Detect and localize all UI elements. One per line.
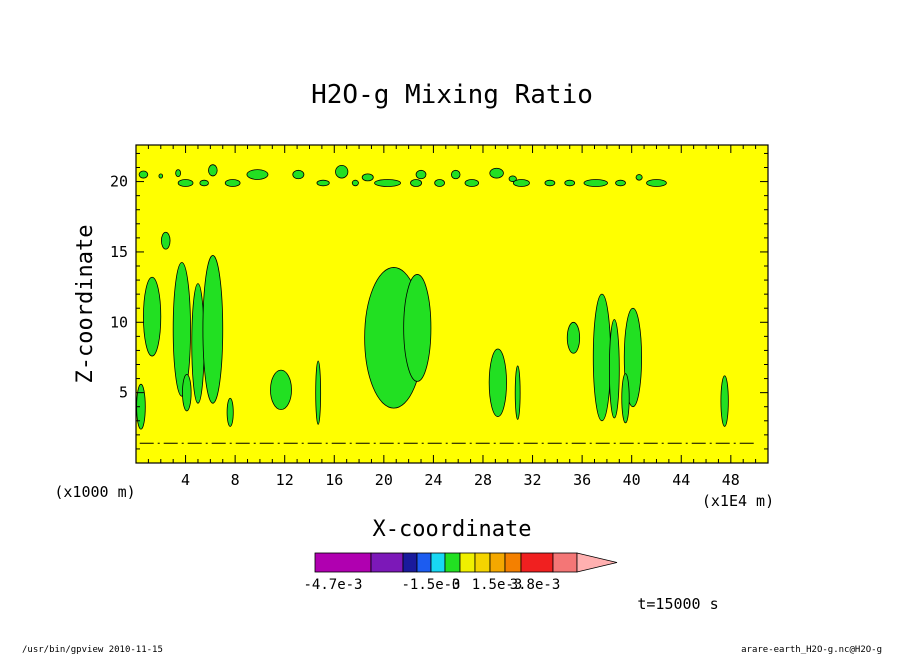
x-axis: 4 8 12 16 20 24 28 32 36 40 44 48: [147, 145, 757, 489]
contour-region: [415, 169, 427, 180]
contour-region: [224, 179, 241, 187]
x-tick-label: 12: [276, 471, 294, 489]
x-tick-label: 4: [181, 471, 190, 489]
colorbar-label: -4.7e-3: [303, 577, 362, 593]
colorbar-segment: [489, 552, 506, 573]
x-unit-right: (x1E4 m): [702, 492, 774, 510]
contour-region: [172, 262, 191, 397]
y-tick-label: 15: [110, 243, 128, 261]
contour-region: [621, 373, 630, 424]
colorbar: -4.7e-3 -1.5e-30 1.5e-33.8e-3: [303, 552, 618, 593]
plot-background: [136, 145, 768, 463]
contour-region: [508, 175, 517, 182]
x-tick-label: 16: [325, 471, 343, 489]
contour-region: [208, 164, 218, 177]
contour-region: [566, 321, 581, 354]
footer-left: /usr/bin/gpview 2010-11-15: [22, 645, 163, 654]
contour-region: [403, 274, 432, 382]
contour-region: [143, 276, 162, 357]
contour-region: [351, 179, 359, 187]
contour-region: [464, 179, 480, 187]
colorbar-label: 3.8e-3: [510, 577, 561, 593]
chart-title: H2O-g Mixing Ratio: [311, 80, 593, 110]
contour-region: [226, 397, 234, 427]
contour-region: [202, 255, 224, 404]
colorbar-label: 1.5e-3: [472, 577, 523, 593]
y-tick-label: 5: [119, 384, 128, 402]
contour-region: [720, 375, 729, 427]
contour-region: [544, 179, 556, 187]
colorbar-segment: [416, 552, 432, 573]
colorbar-segment: [520, 552, 554, 573]
contour-region: [488, 348, 507, 417]
x-tick-label: 36: [573, 471, 591, 489]
contour-region: [138, 170, 149, 179]
contour-region: [182, 373, 192, 412]
contour-region: [335, 165, 349, 179]
contour-region: [374, 179, 401, 187]
contour-region: [316, 179, 330, 187]
colorbar-label: 0: [452, 577, 460, 593]
footer-right: arare-earth_H2O-g.nc@H2O-g: [741, 645, 882, 654]
y-axis: 5 10 15 20: [110, 152, 768, 450]
colorbar-segment: [504, 552, 522, 573]
contour-regions: [136, 164, 729, 430]
y-axis-label: Z-coordinate: [73, 225, 98, 384]
x-tick-label: 20: [375, 471, 393, 489]
contour-region: [514, 365, 521, 420]
contour-region: [489, 167, 504, 179]
colorbar-segment: [314, 552, 372, 573]
colorbar-label: -1.5e-3: [401, 577, 460, 593]
y-tick-label: 20: [110, 173, 128, 191]
contour-region: [564, 179, 576, 187]
contour-region: [161, 231, 171, 250]
contour-region: [635, 174, 643, 181]
contour-region: [158, 173, 164, 179]
colorbar-segment: [444, 552, 461, 573]
plot-area: [135, 144, 769, 464]
colorbar-segment: [459, 552, 476, 573]
x-tick-label: 8: [231, 471, 240, 489]
colorbar-segment: [552, 552, 578, 573]
contour-region: [315, 360, 322, 425]
x-tick-label: 40: [623, 471, 641, 489]
colorbar-extend-arrow: [576, 552, 618, 573]
contour-region: [177, 179, 194, 187]
contour-region: [410, 179, 423, 187]
contour-region: [608, 319, 620, 419]
contour-region: [361, 173, 374, 182]
contour-region: [270, 369, 292, 410]
colorbar-segment: [370, 552, 404, 573]
contour-region: [512, 179, 530, 187]
x-tick-label: 32: [524, 471, 542, 489]
y-tick-label: 10: [110, 313, 128, 331]
x-tick-label: 44: [672, 471, 690, 489]
colorbar-segment: [474, 552, 491, 573]
contour-region: [646, 179, 667, 187]
contour-region: [191, 283, 205, 404]
contour-region: [615, 179, 626, 187]
colorbar-segment: [402, 552, 418, 573]
contour-region: [175, 169, 182, 178]
colorbar-segment: [430, 552, 446, 573]
plot-frame: [135, 144, 769, 464]
contour-region: [583, 179, 608, 187]
contour-region: [434, 179, 445, 187]
x-tick-label: 28: [474, 471, 492, 489]
contour-region: [246, 169, 269, 180]
contour-region: [199, 179, 209, 187]
x-tick-label: 24: [424, 471, 442, 489]
contour-region: [292, 169, 305, 180]
contour-region: [450, 169, 461, 180]
contour-region: [592, 293, 612, 422]
x-axis-label: X-coordinate: [373, 517, 532, 542]
x-tick-label: 48: [722, 471, 740, 489]
x-unit-left: (x1000 m): [54, 483, 135, 501]
time-label: t=15000 s: [637, 595, 718, 613]
